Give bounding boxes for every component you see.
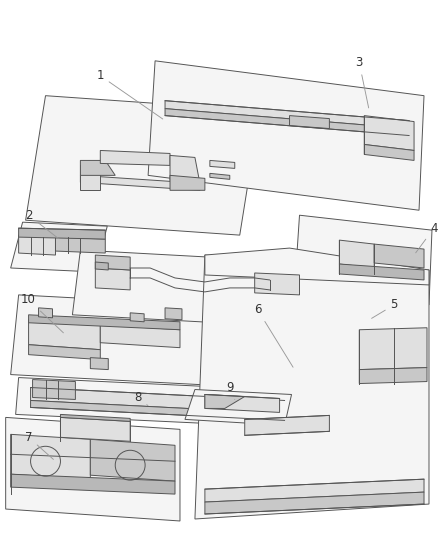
Polygon shape bbox=[28, 315, 180, 330]
Polygon shape bbox=[290, 116, 329, 128]
Polygon shape bbox=[72, 250, 318, 328]
Polygon shape bbox=[165, 101, 409, 128]
Polygon shape bbox=[148, 61, 424, 210]
Polygon shape bbox=[205, 394, 279, 413]
Text: 2: 2 bbox=[25, 209, 58, 238]
Polygon shape bbox=[28, 345, 100, 360]
Polygon shape bbox=[90, 358, 108, 369]
Polygon shape bbox=[245, 415, 329, 435]
Polygon shape bbox=[165, 308, 182, 320]
Polygon shape bbox=[364, 144, 414, 160]
Polygon shape bbox=[11, 434, 90, 479]
Polygon shape bbox=[205, 248, 429, 285]
Polygon shape bbox=[31, 387, 285, 414]
Polygon shape bbox=[19, 228, 105, 239]
Text: 8: 8 bbox=[134, 391, 148, 406]
Text: 1: 1 bbox=[96, 69, 163, 119]
Polygon shape bbox=[31, 400, 285, 421]
Polygon shape bbox=[81, 160, 115, 175]
Polygon shape bbox=[11, 474, 175, 494]
Polygon shape bbox=[60, 415, 130, 422]
Polygon shape bbox=[170, 175, 205, 190]
Polygon shape bbox=[100, 150, 170, 165]
Polygon shape bbox=[210, 173, 230, 179]
Polygon shape bbox=[100, 325, 180, 348]
Text: 6: 6 bbox=[254, 303, 293, 367]
Polygon shape bbox=[56, 237, 105, 253]
Text: 7: 7 bbox=[25, 431, 53, 459]
Polygon shape bbox=[95, 262, 108, 270]
Polygon shape bbox=[6, 417, 180, 521]
Polygon shape bbox=[32, 379, 75, 399]
Polygon shape bbox=[60, 417, 130, 441]
Polygon shape bbox=[39, 308, 53, 318]
Polygon shape bbox=[339, 240, 374, 268]
Polygon shape bbox=[210, 160, 235, 168]
Polygon shape bbox=[205, 492, 424, 514]
Polygon shape bbox=[195, 255, 429, 519]
Polygon shape bbox=[294, 215, 432, 305]
Polygon shape bbox=[25, 96, 260, 235]
Polygon shape bbox=[359, 328, 427, 369]
Text: 4: 4 bbox=[416, 222, 438, 253]
Polygon shape bbox=[374, 244, 424, 268]
Polygon shape bbox=[95, 255, 130, 270]
Polygon shape bbox=[254, 273, 300, 295]
Polygon shape bbox=[185, 390, 292, 425]
Polygon shape bbox=[81, 165, 100, 190]
Polygon shape bbox=[11, 295, 261, 387]
Polygon shape bbox=[16, 377, 292, 427]
Text: 5: 5 bbox=[371, 298, 398, 318]
Polygon shape bbox=[205, 394, 245, 408]
Polygon shape bbox=[359, 368, 427, 384]
Polygon shape bbox=[90, 439, 175, 481]
Polygon shape bbox=[19, 235, 56, 255]
Text: 3: 3 bbox=[356, 56, 369, 108]
Polygon shape bbox=[81, 175, 200, 190]
Text: 9: 9 bbox=[226, 381, 235, 399]
Polygon shape bbox=[165, 109, 409, 135]
Polygon shape bbox=[364, 116, 414, 150]
Polygon shape bbox=[130, 313, 144, 322]
Text: 10: 10 bbox=[21, 293, 64, 333]
Polygon shape bbox=[11, 222, 107, 272]
Polygon shape bbox=[170, 156, 200, 183]
Polygon shape bbox=[339, 264, 424, 280]
Polygon shape bbox=[95, 268, 130, 290]
Polygon shape bbox=[28, 320, 100, 350]
Polygon shape bbox=[205, 479, 424, 502]
